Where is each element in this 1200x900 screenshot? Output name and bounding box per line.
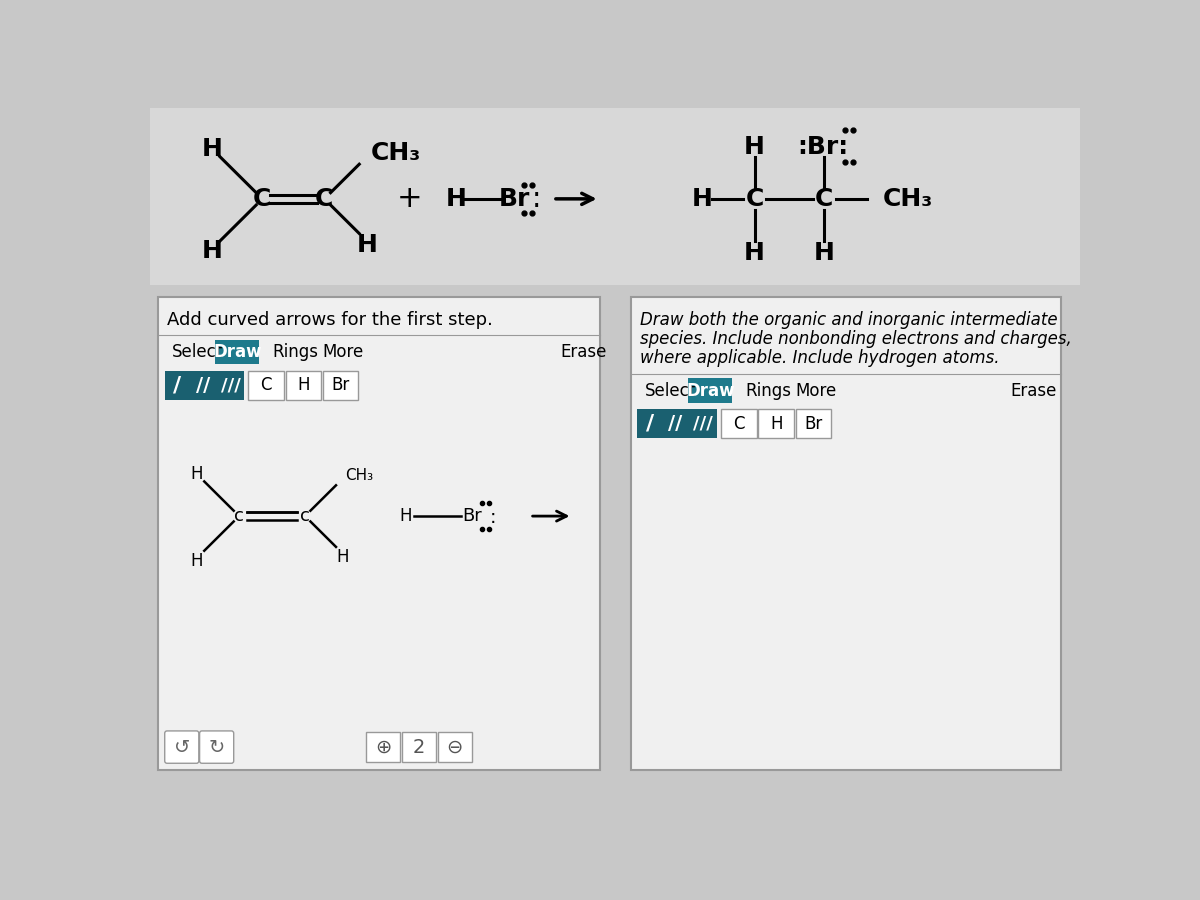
Text: More: More xyxy=(323,343,364,361)
Text: species. Include nonbonding electrons and charges,: species. Include nonbonding electrons an… xyxy=(640,330,1072,348)
Text: Erase: Erase xyxy=(1010,382,1057,400)
Text: H: H xyxy=(191,552,203,570)
FancyBboxPatch shape xyxy=(758,410,794,438)
Bar xyxy=(150,108,1080,285)
Text: //: // xyxy=(196,375,210,395)
FancyBboxPatch shape xyxy=(164,371,244,400)
Text: C: C xyxy=(733,415,745,433)
Text: C: C xyxy=(253,187,271,211)
Text: 2: 2 xyxy=(413,738,425,757)
Text: Erase: Erase xyxy=(560,343,607,361)
Text: CH₃: CH₃ xyxy=(346,468,373,482)
Text: H: H xyxy=(770,415,782,433)
FancyBboxPatch shape xyxy=(688,378,732,403)
Text: c: c xyxy=(300,507,310,525)
Text: Add curved arrows for the first step.: Add curved arrows for the first step. xyxy=(167,310,493,328)
FancyBboxPatch shape xyxy=(248,371,284,400)
Bar xyxy=(150,285,1080,801)
Text: :Br:: :Br: xyxy=(797,134,848,158)
Text: C: C xyxy=(815,187,834,211)
FancyBboxPatch shape xyxy=(402,733,436,761)
Text: H: H xyxy=(356,233,378,257)
Text: H: H xyxy=(298,376,310,394)
FancyBboxPatch shape xyxy=(630,297,1061,770)
Text: //: // xyxy=(668,414,683,433)
Text: +: + xyxy=(397,184,422,213)
FancyBboxPatch shape xyxy=(721,410,757,438)
Text: C: C xyxy=(745,187,763,211)
Text: Draw: Draw xyxy=(686,382,734,400)
FancyBboxPatch shape xyxy=(164,731,199,763)
FancyBboxPatch shape xyxy=(286,371,322,400)
FancyBboxPatch shape xyxy=(796,410,832,438)
Text: H: H xyxy=(202,239,222,263)
Text: where applicable. Include hydrogen atoms.: where applicable. Include hydrogen atoms… xyxy=(640,349,1000,367)
Text: :: : xyxy=(532,184,541,213)
Text: ///: /// xyxy=(221,376,240,394)
Text: Br: Br xyxy=(331,376,349,394)
Text: Draw: Draw xyxy=(214,343,262,361)
Text: Select: Select xyxy=(644,382,696,400)
FancyBboxPatch shape xyxy=(366,733,401,761)
Text: H: H xyxy=(202,137,222,161)
Text: Draw both the organic and inorganic intermediate: Draw both the organic and inorganic inte… xyxy=(640,310,1057,328)
Text: H: H xyxy=(744,241,764,265)
Text: Br: Br xyxy=(498,187,530,211)
Text: H: H xyxy=(744,134,764,158)
Text: Select: Select xyxy=(172,343,223,361)
Text: H: H xyxy=(445,187,467,211)
Text: H: H xyxy=(336,548,348,566)
Text: Br: Br xyxy=(804,415,822,433)
Text: H: H xyxy=(691,187,713,211)
Text: H: H xyxy=(814,241,835,265)
Text: /: / xyxy=(646,414,654,434)
Text: ↺: ↺ xyxy=(174,738,190,757)
Text: ↻: ↻ xyxy=(209,738,224,757)
Text: Rings: Rings xyxy=(272,343,318,361)
Text: H: H xyxy=(191,464,203,482)
Text: Rings: Rings xyxy=(745,382,791,400)
Text: ///: /// xyxy=(694,415,713,433)
FancyBboxPatch shape xyxy=(637,410,716,438)
Text: H: H xyxy=(400,507,412,525)
Text: CH₃: CH₃ xyxy=(371,140,421,165)
Text: :: : xyxy=(490,508,497,527)
Text: ⊕: ⊕ xyxy=(376,738,391,757)
FancyBboxPatch shape xyxy=(157,297,600,770)
Text: /: / xyxy=(173,375,181,395)
FancyBboxPatch shape xyxy=(323,371,359,400)
Text: c: c xyxy=(234,507,244,525)
Text: More: More xyxy=(796,382,836,400)
Text: C: C xyxy=(260,376,272,394)
FancyBboxPatch shape xyxy=(438,733,472,761)
Text: ⊖: ⊖ xyxy=(446,738,463,757)
Text: CH₃: CH₃ xyxy=(882,187,932,211)
FancyBboxPatch shape xyxy=(215,340,259,364)
Text: Br: Br xyxy=(462,507,481,525)
FancyBboxPatch shape xyxy=(199,731,234,763)
Text: C: C xyxy=(316,187,334,211)
